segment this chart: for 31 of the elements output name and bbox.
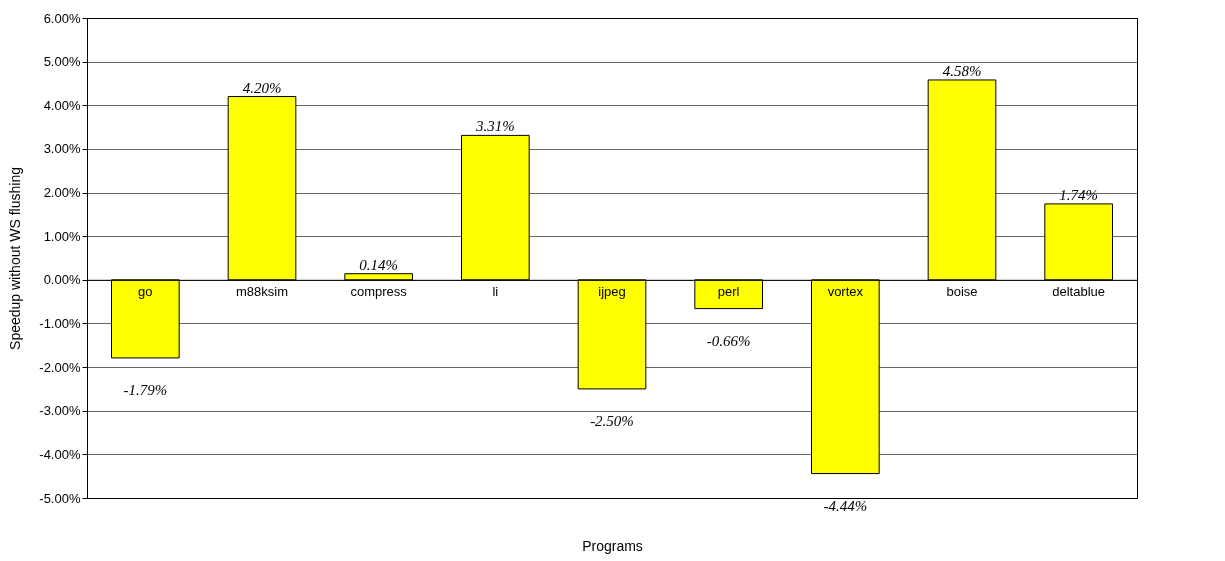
x-tick-label: deltablue — [1052, 284, 1106, 300]
y-tick-label: -5.00% — [39, 490, 81, 506]
data-label: 4.20% — [242, 79, 282, 96]
x-tick-label: m88ksim — [235, 284, 289, 300]
y-tick-label: -4.00% — [39, 446, 81, 462]
data-label: 3.31% — [474, 118, 515, 135]
data-label: -1.79% — [123, 381, 168, 398]
x-tick-label: li — [492, 284, 499, 300]
x-tick-label: boise — [946, 284, 978, 300]
x-tick-label: compress — [350, 284, 408, 300]
y-axis-title: Speedup without WS flushing — [7, 167, 24, 350]
y-tick-label: 3.00% — [43, 141, 81, 157]
x-tick-label: go — [138, 284, 153, 300]
y-tick-label: 1.00% — [43, 228, 81, 244]
y-tick-label: -1.00% — [39, 315, 81, 331]
y-tick-label: -3.00% — [39, 403, 81, 419]
data-label: -0.66% — [706, 332, 751, 349]
x-tick-label: vortex — [827, 284, 864, 300]
data-label: -2.50% — [590, 412, 634, 429]
y-tick-label: 0.00% — [43, 272, 81, 288]
x-tick-label: ijpeg — [598, 284, 626, 300]
y-tick-label: 6.00% — [43, 10, 81, 26]
data-label: -4.44% — [823, 497, 868, 514]
y-tick-label: 2.00% — [43, 185, 81, 201]
y-tick-label: 5.00% — [43, 54, 81, 70]
y-tick-label: 4.00% — [43, 97, 81, 113]
data-label: 0.14% — [359, 256, 399, 273]
y-tick-label: -2.00% — [39, 359, 81, 375]
x-axis-title: Programs — [582, 537, 643, 554]
data-label: 4.58% — [942, 62, 982, 79]
x-tick-label: perl — [717, 284, 740, 300]
